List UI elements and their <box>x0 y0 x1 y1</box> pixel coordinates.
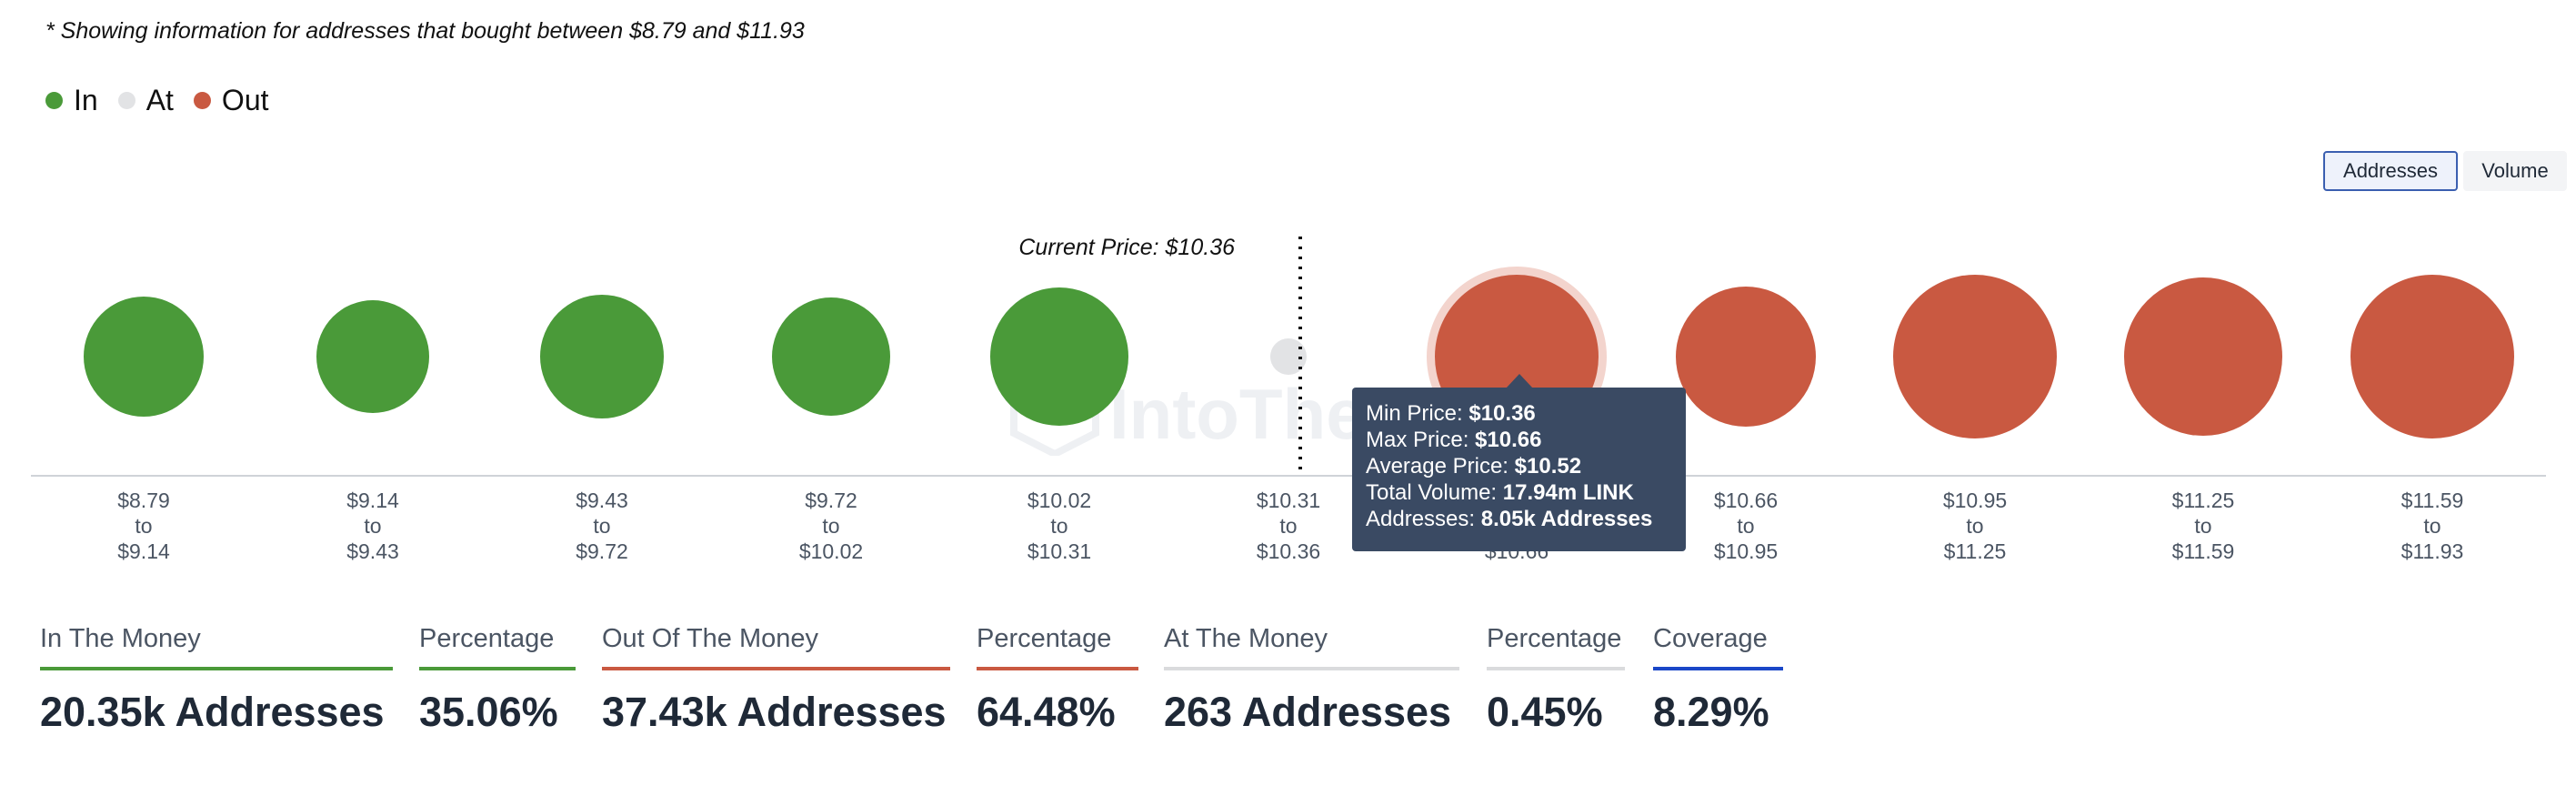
tick-label-from: $9.14 <box>346 489 399 512</box>
watermark-text: IntoThe <box>1109 374 1366 454</box>
stat-label: Out Of The Money <box>602 624 819 653</box>
bubble-in[interactable] <box>84 297 204 417</box>
stat-label: In The Money <box>40 624 201 653</box>
stat-label: At The Money <box>1164 624 1328 653</box>
tick-label-from: $10.02 <box>1027 489 1091 512</box>
tick-label-to: $11.59 <box>2172 539 2235 563</box>
addresses-toggle-button[interactable]: Addresses <box>2323 151 2458 191</box>
legend-dot-at <box>117 92 135 109</box>
stat-in-the-money: In The Money 20.35k Addresses <box>40 624 393 736</box>
tooltip-avg-row: Average Price: $10.52 <box>1366 454 1582 479</box>
tick-label-to: $10.02 <box>799 539 863 563</box>
stat-value: 0.45% <box>1487 689 1603 735</box>
stat-at-percentage: Percentage 0.45% <box>1487 624 1625 736</box>
stat-coverage: Coverage 8.29% <box>1653 624 1783 736</box>
stat-value: 263 Addresses <box>1164 689 1452 735</box>
legend-item-out[interactable]: Out <box>193 84 269 117</box>
stat-value: 64.48% <box>977 689 1116 735</box>
tick-label-from: $10.66 <box>1714 489 1778 512</box>
bubble-in[interactable] <box>316 300 429 413</box>
tick-label-joiner: to <box>1737 514 1754 538</box>
tooltip-max-row: Max Price: $10.66 <box>1366 428 1542 452</box>
tick-label-to: $11.93 <box>2401 539 2464 563</box>
legend-label-out: Out <box>221 84 269 116</box>
bubble-out[interactable] <box>2124 277 2282 436</box>
stat-underline <box>977 667 1138 670</box>
legend: In At Out <box>45 84 289 117</box>
bubble-out[interactable] <box>1676 287 1816 427</box>
tooltip-min-row: Min Price: $10.36 <box>1366 401 1536 426</box>
tick-label-from: $9.72 <box>805 489 857 512</box>
bubble-in[interactable] <box>540 295 664 418</box>
tick-label-joiner: to <box>135 514 152 538</box>
tick-label-joiner: to <box>2194 514 2211 538</box>
tick-label-to: $10.31 <box>1027 539 1091 563</box>
legend-dot-out <box>193 92 211 109</box>
tooltip-caret <box>1506 374 1533 388</box>
stat-value: 20.35k Addresses <box>40 689 385 735</box>
tick-label-to: $10.95 <box>1714 539 1778 563</box>
tick-label-to: $10.36 <box>1257 539 1320 563</box>
tick-label-to: $9.43 <box>346 539 399 563</box>
metric-toggle: Addresses Volume <box>2323 151 2567 191</box>
tick-label-joiner: to <box>1050 514 1067 538</box>
tick-label-joiner: to <box>364 514 381 538</box>
stat-label: Percentage <box>419 624 555 653</box>
tick-label-joiner: to <box>2423 514 2441 538</box>
bubble-chart: $8.79to$9.14$9.14to$9.43$9.43to$9.72$9.7… <box>31 235 2546 563</box>
stat-out-of-the-money: Out Of The Money 37.43k Addresses <box>602 624 950 736</box>
legend-label-in: In <box>74 84 98 116</box>
tick-label-from: $8.79 <box>117 489 170 512</box>
bubble-out[interactable] <box>1893 275 2057 438</box>
stat-value: 8.29% <box>1653 689 1769 735</box>
volume-toggle-button[interactable]: Volume <box>2463 151 2567 191</box>
stat-label: Percentage <box>1487 624 1622 653</box>
range-note: * Showing information for addresses that… <box>45 18 805 44</box>
stat-label: Percentage <box>977 624 1112 653</box>
tick-label-to: $11.25 <box>1944 539 2007 563</box>
stat-underline <box>1487 667 1625 670</box>
bubble-at[interactable] <box>1270 338 1307 375</box>
tick-label-joiner: to <box>1966 514 1983 538</box>
tick-label-from: $11.59 <box>2401 489 2464 512</box>
legend-item-in[interactable]: In <box>45 84 98 117</box>
legend-dot-in <box>45 92 63 109</box>
stat-underline <box>419 667 576 670</box>
tick-label-from: $11.25 <box>2172 489 2235 512</box>
tooltip-addresses-row: Addresses: 8.05k Addresses <box>1366 507 1653 531</box>
stat-in-percentage: Percentage 35.06% <box>419 624 576 736</box>
legend-item-at[interactable]: At <box>117 84 174 117</box>
stat-out-percentage: Percentage 64.48% <box>977 624 1138 736</box>
legend-label-at: At <box>145 84 174 116</box>
stat-value: 35.06% <box>419 689 558 735</box>
stat-value: 37.43k Addresses <box>602 689 947 735</box>
stat-label: Coverage <box>1653 624 1768 653</box>
tick-label-from: $10.31 <box>1257 489 1320 512</box>
stat-underline <box>1164 667 1459 670</box>
tick-label-joiner: to <box>1279 514 1297 538</box>
tick-label-from: $10.95 <box>1943 489 2007 512</box>
bubble-in[interactable] <box>772 297 890 416</box>
current-price-label: Current Price: $10.36 <box>1018 235 1235 260</box>
bubble-in[interactable] <box>990 287 1128 426</box>
tick-label-to: $9.14 <box>117 539 170 563</box>
tick-label-joiner: to <box>822 514 839 538</box>
tooltip-volume-row: Total Volume: 17.94m LINK <box>1366 480 1634 505</box>
bubble-tooltip: Min Price: $10.36 Max Price: $10.66 Aver… <box>1352 388 1686 551</box>
stat-underline <box>602 667 950 670</box>
stat-underline <box>40 667 393 670</box>
stat-underline <box>1653 667 1783 670</box>
bubble-out[interactable] <box>2350 275 2514 438</box>
tick-label-joiner: to <box>593 514 610 538</box>
tick-label-to: $9.72 <box>576 539 628 563</box>
tick-label-from: $9.43 <box>576 489 628 512</box>
stat-at-the-money: At The Money 263 Addresses <box>1164 624 1459 736</box>
